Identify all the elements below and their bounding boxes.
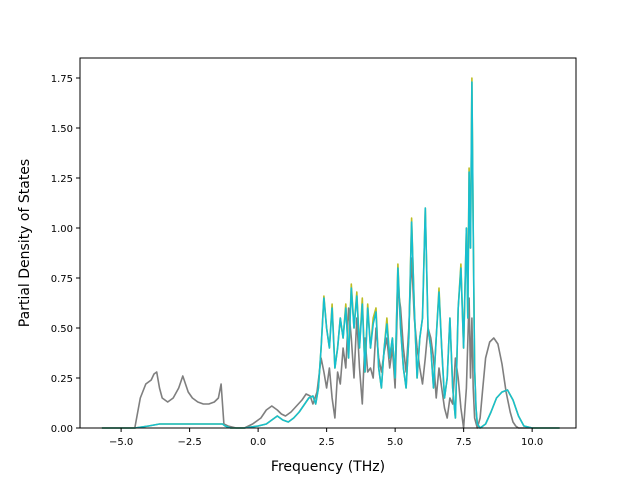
x-tick-label: −2.5 [177,437,201,448]
x-tick-label: 2.5 [319,437,335,448]
y-tick-label: 1.25 [51,174,73,185]
x-tick-label: 0.0 [250,437,266,448]
y-tick-label: 1.50 [51,124,73,135]
y-tick-label: 0.50 [51,324,73,335]
plot-frame [79,57,577,429]
y-tick-label: 0.75 [51,274,73,285]
x-axis-label: Frequency (THz) [271,459,385,475]
y-tick-label: 1.00 [51,224,73,235]
y-axis-label: Partial Density of States [17,159,33,327]
x-tick-label: 10.0 [521,437,543,448]
x-tick-label: −5.0 [109,437,133,448]
x-tick-label: 5.0 [387,437,403,448]
series-line-2 [101,81,560,429]
series-line-0 [101,257,560,429]
y-tick-label: 0.00 [51,424,73,435]
plot-area [80,58,576,428]
y-tick-label: 1.75 [51,74,73,85]
y-tick-label: 0.25 [51,374,73,385]
x-tick-label: 7.5 [456,437,472,448]
